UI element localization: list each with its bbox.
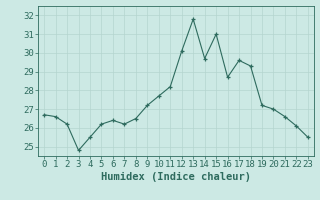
X-axis label: Humidex (Indice chaleur): Humidex (Indice chaleur): [101, 172, 251, 182]
